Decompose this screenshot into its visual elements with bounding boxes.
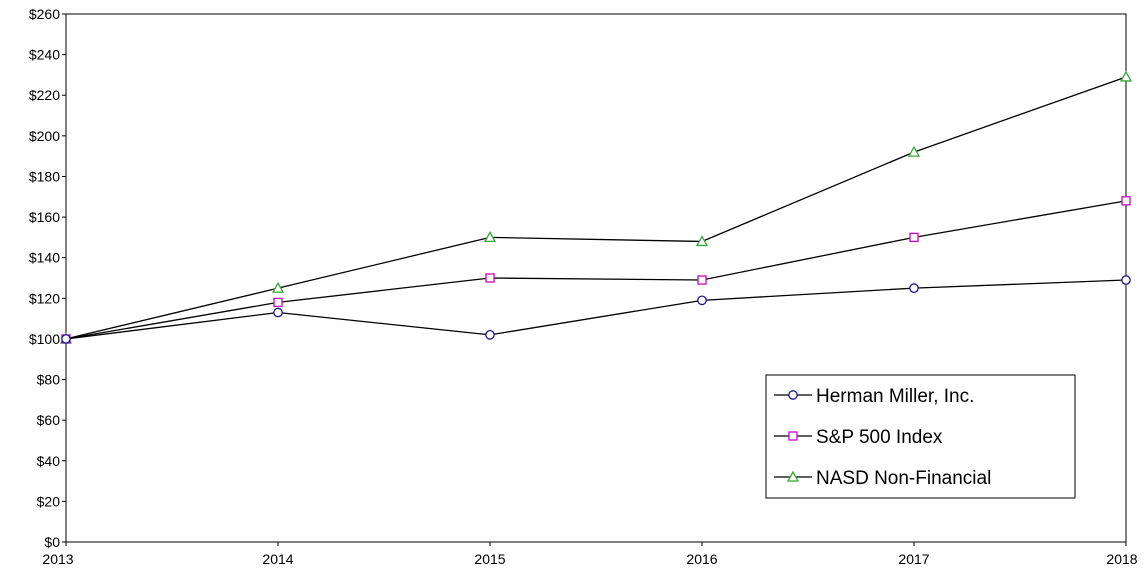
y-tick-label: $260 [29, 6, 60, 22]
legend-label: Herman Miller, Inc. [816, 386, 974, 407]
y-tick-label: $240 [29, 47, 60, 63]
y-tick-label: $0 [44, 534, 60, 550]
data-point [274, 308, 282, 316]
legend: Herman Miller, Inc. S&P 500 Index NASD Non… [766, 375, 1075, 498]
y-tick-label: $60 [37, 412, 61, 428]
data-point [62, 335, 70, 343]
data-point [1122, 276, 1130, 284]
y-tick-label: $180 [29, 168, 60, 184]
data-point [1121, 72, 1131, 81]
data-point [1122, 197, 1130, 205]
x-tick-label: 2015 [474, 551, 505, 567]
data-point [486, 274, 494, 282]
x-tick-label: 2016 [686, 551, 717, 567]
series-points-square [62, 197, 1130, 343]
legend-label: NASD Non-Financial [816, 468, 991, 489]
y-tick-label: $160 [29, 209, 60, 225]
y-tick-label: $40 [37, 453, 61, 469]
series-circle [66, 280, 1126, 339]
series-line [66, 280, 1126, 339]
series-line [66, 77, 1126, 339]
x-tick-label: 2017 [898, 551, 929, 567]
data-point [274, 298, 282, 306]
y-tick-label: $20 [37, 493, 61, 509]
legend-marker [789, 391, 797, 399]
y-tick-label: $120 [29, 290, 60, 306]
y-tick-label: $200 [29, 128, 60, 144]
series-triangle [66, 77, 1126, 339]
data-point [698, 276, 706, 284]
x-tick-label: 2018 [1106, 551, 1137, 567]
legend-label: S&P 500 Index [816, 427, 943, 448]
y-tick-label: $220 [29, 87, 60, 103]
y-tick-label: $140 [29, 250, 60, 266]
data-point [910, 284, 918, 292]
y-tick-label: $100 [29, 331, 60, 347]
x-tick-label: 2013 [42, 551, 73, 567]
y-tick-label: $80 [37, 372, 61, 388]
x-tick-label: 2014 [262, 551, 293, 567]
legend-marker [789, 432, 797, 440]
data-point [698, 296, 706, 304]
data-point [486, 331, 494, 339]
series [61, 72, 1131, 343]
data-point [910, 233, 918, 241]
data-point [909, 147, 919, 156]
